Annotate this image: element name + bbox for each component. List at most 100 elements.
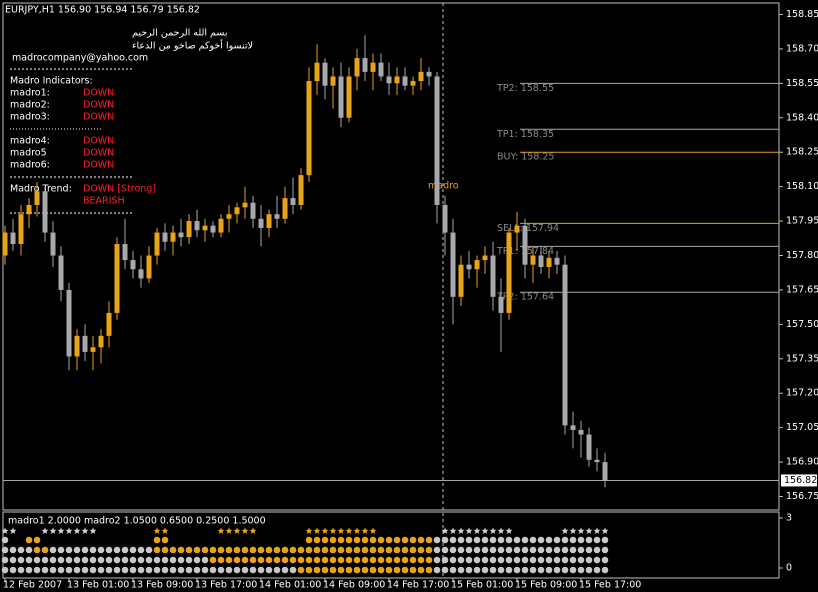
signal-dot [1, 546, 9, 554]
signal-dot [201, 556, 209, 564]
x-tick-label: 14 Feb 09:00 [323, 580, 385, 591]
signal-star [561, 527, 569, 534]
signal-dot [361, 556, 369, 564]
signal-dot [329, 546, 337, 554]
y-tick-label: 157.35 [786, 353, 818, 364]
candle-body [114, 244, 120, 313]
candle-body [258, 218, 264, 228]
signal-dot [113, 566, 121, 574]
candle-body [434, 76, 440, 205]
candle-body [546, 257, 552, 267]
candle-body [442, 205, 448, 233]
signal-dot [257, 566, 265, 574]
signal-dot [569, 566, 577, 574]
signal-dot [441, 546, 449, 554]
signal-dot [273, 566, 281, 574]
candle-body [282, 198, 288, 219]
signal-dot [377, 546, 385, 554]
candle-body [202, 225, 208, 231]
signal-dot [529, 546, 537, 554]
signal-dot [145, 556, 153, 564]
signal-dot [497, 566, 505, 574]
signal-dot [433, 546, 441, 554]
main-frame [2, 2, 780, 511]
signal-dot [489, 566, 497, 574]
signal-dot [393, 556, 401, 564]
signal-dot [233, 566, 241, 574]
signal-dot [313, 556, 321, 564]
signal-dot [25, 536, 33, 544]
signal-dot [113, 556, 121, 564]
candle-body [402, 76, 408, 86]
x-tick-label: 13 Feb 09:00 [131, 580, 193, 591]
signal-dot [345, 546, 353, 554]
signal-dot [65, 556, 73, 564]
candle-body [186, 221, 192, 238]
signal-dot [457, 546, 465, 554]
signal-dot [105, 556, 113, 564]
signal-dot [417, 536, 425, 544]
candle-body [170, 232, 176, 242]
signal-dot [201, 566, 209, 574]
signal-dot [345, 566, 353, 574]
signal-dot [481, 566, 489, 574]
signal-dot [129, 546, 137, 554]
candle-body [490, 255, 496, 297]
signal-dot [529, 536, 537, 544]
signal-dot [57, 556, 65, 564]
candle-body [338, 76, 344, 118]
signal-dot [297, 566, 305, 574]
y-tick-label: 157.50 [786, 319, 818, 330]
signal-dot [353, 536, 361, 544]
signal-dot [289, 566, 297, 574]
signal-dot [177, 546, 185, 554]
signal-dot [337, 566, 345, 574]
candle-body [418, 71, 424, 82]
signal-dot [305, 566, 313, 574]
signal-star [577, 527, 585, 534]
signal-dot [513, 546, 521, 554]
signal-dot [449, 536, 457, 544]
signal-dot [561, 556, 569, 564]
candle-body [570, 425, 576, 430]
signal-dot [169, 556, 177, 564]
signal-dot [161, 556, 169, 564]
signal-dot [209, 556, 217, 564]
candle-body [426, 71, 432, 77]
signal-dot [569, 556, 577, 564]
signal-dot [249, 566, 257, 574]
signal-dot [169, 546, 177, 554]
signal-dot [249, 546, 257, 554]
signal-dot [329, 536, 337, 544]
signal-dot [401, 536, 409, 544]
signal-dot [97, 566, 105, 574]
signal-dot [465, 536, 473, 544]
y-tick-label: 156.90 [786, 457, 818, 468]
signal-dot [97, 546, 105, 554]
indicator-frame [2, 511, 780, 579]
signal-dot [449, 556, 457, 564]
signal-star [241, 527, 249, 534]
signal-dot [225, 546, 233, 554]
signal-dot [569, 536, 577, 544]
candle-body [146, 255, 152, 279]
signal-dot [577, 546, 585, 554]
signal-dot [137, 566, 145, 574]
signal-star [41, 527, 49, 534]
signal-dot [425, 556, 433, 564]
signal-dot [49, 546, 57, 554]
signal-dot [593, 546, 601, 554]
candle-body [218, 218, 224, 233]
signal-star [329, 527, 337, 534]
candle-body [162, 232, 168, 242]
signal-dot [137, 556, 145, 564]
signal-dot [401, 566, 409, 574]
y-tick-label: 158.25 [786, 147, 818, 158]
signal-dot [41, 566, 49, 574]
info-dua: لاتنسوا أخوكم صاخو من الدعاء [132, 39, 253, 52]
x-tick-label: 15 Feb 17:00 [579, 580, 641, 591]
signal-dot [545, 546, 553, 554]
signal-dot [385, 546, 393, 554]
candle-body [354, 58, 360, 77]
signal-dot [377, 536, 385, 544]
